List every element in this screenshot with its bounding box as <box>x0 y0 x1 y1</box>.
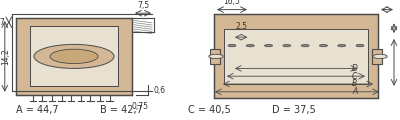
Circle shape <box>209 54 223 59</box>
Text: A: A <box>352 87 357 96</box>
Circle shape <box>246 44 254 47</box>
Text: C: C <box>352 72 357 81</box>
FancyBboxPatch shape <box>210 49 220 64</box>
Text: D: D <box>352 64 358 73</box>
FancyBboxPatch shape <box>16 18 132 95</box>
Text: B: B <box>352 79 357 89</box>
Text: 11,7: 11,7 <box>0 18 5 27</box>
Circle shape <box>228 44 236 47</box>
Text: 0,75: 0,75 <box>132 102 148 111</box>
FancyBboxPatch shape <box>214 14 378 98</box>
Text: A = 44,7: A = 44,7 <box>16 105 59 115</box>
Circle shape <box>283 44 291 47</box>
Circle shape <box>301 44 309 47</box>
Circle shape <box>50 49 98 64</box>
Circle shape <box>264 44 272 47</box>
FancyBboxPatch shape <box>30 26 118 86</box>
Circle shape <box>320 44 328 47</box>
Circle shape <box>34 44 114 68</box>
Text: C = 40,5: C = 40,5 <box>188 105 231 115</box>
FancyBboxPatch shape <box>372 49 382 64</box>
Text: 2,5: 2,5 <box>235 22 247 31</box>
Circle shape <box>356 44 364 47</box>
Text: B = 42,7: B = 42,7 <box>100 105 143 115</box>
Text: 0,6: 0,6 <box>154 85 166 95</box>
Text: 16,5: 16,5 <box>224 0 240 6</box>
Text: 14,2: 14,2 <box>1 48 10 65</box>
FancyBboxPatch shape <box>224 29 368 84</box>
Text: 7,5: 7,5 <box>137 1 149 10</box>
Circle shape <box>338 44 346 47</box>
Circle shape <box>373 54 387 59</box>
Text: D = 37,5: D = 37,5 <box>272 105 316 115</box>
